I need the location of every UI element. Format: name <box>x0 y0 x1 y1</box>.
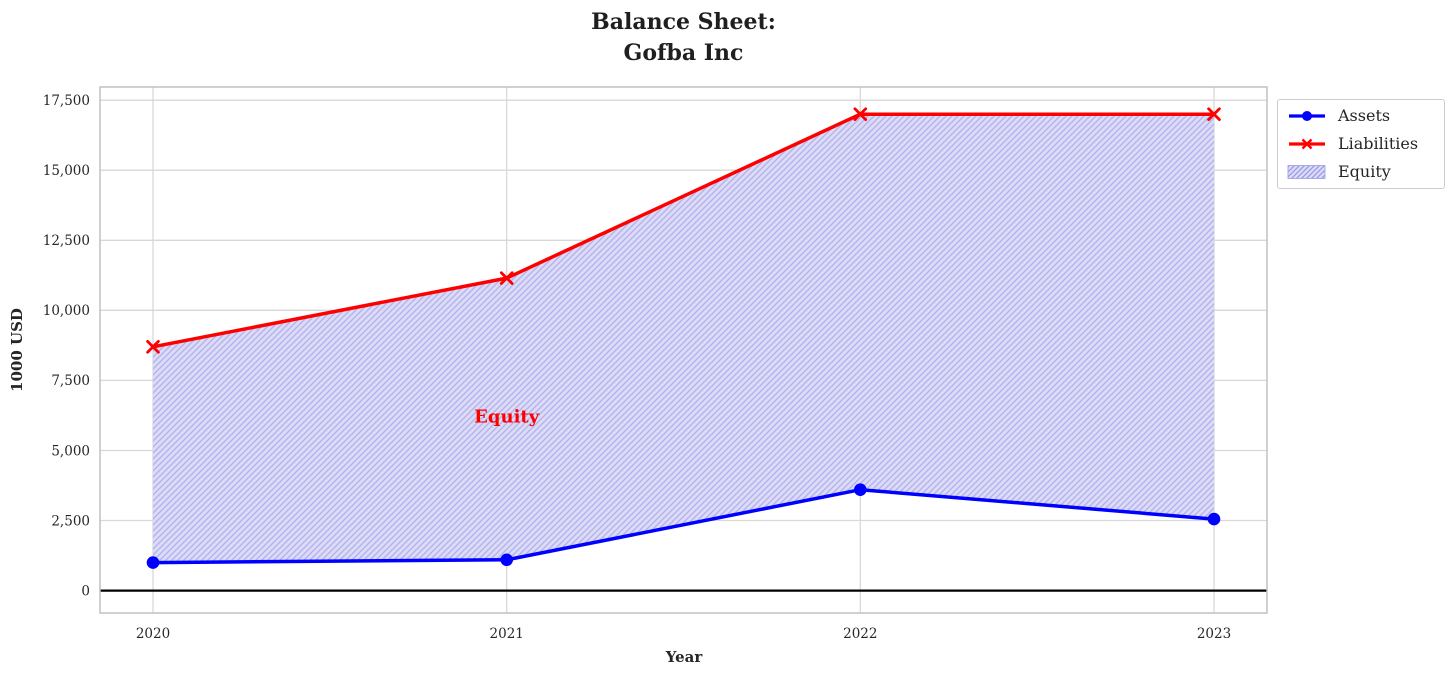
chart-title-line2: Gofba Inc <box>623 40 744 66</box>
liabilities-marker <box>1207 107 1221 121</box>
y-tick-label: 5,000 <box>51 443 90 459</box>
x-tick-label: 2023 <box>1197 626 1231 642</box>
x-axis-label: Year <box>665 648 703 666</box>
chart-title-line1: Balance Sheet: <box>591 9 776 35</box>
legend-item-equity: Equity <box>1287 163 1435 181</box>
y-tick-label: 0 <box>81 583 90 599</box>
assets-marker <box>146 556 160 569</box>
liabilities-marker <box>146 340 160 354</box>
legend-label-equity: Equity <box>1338 162 1391 181</box>
y-tick-label: 12,500 <box>43 233 90 249</box>
assets-marker <box>1207 512 1221 526</box>
chart-title: Balance Sheet: Gofba Inc <box>100 7 1267 69</box>
y-tick-label: 2,500 <box>51 513 90 529</box>
y-tick-label: 15,000 <box>43 163 90 179</box>
x-tick-label: 2021 <box>490 626 524 642</box>
assets-marker <box>854 483 867 497</box>
legend-swatch-line-circle-icon <box>1289 111 1325 121</box>
y-tick-label: 10,000 <box>43 303 90 319</box>
y-axis-label: 1000 USD <box>8 308 26 392</box>
legend-swatch-hatch-icon <box>1287 165 1326 179</box>
assets-line <box>151 487 1216 565</box>
equity-area <box>153 114 1214 563</box>
liabilities-line <box>151 112 1216 349</box>
legend-label-assets: Assets <box>1338 106 1391 125</box>
legend-item-liabilities: Liabilities <box>1287 135 1435 153</box>
x-tick-label: 2022 <box>843 626 877 642</box>
y-tick-label: 7,500 <box>51 373 90 389</box>
liabilities-marker <box>853 107 868 121</box>
legend: Assets Liabilities Equity <box>1277 99 1445 189</box>
plot-border <box>99 86 1268 614</box>
legend-item-assets: Assets <box>1287 107 1435 125</box>
assets-marker <box>500 553 513 567</box>
x-tick-label: 2020 <box>136 626 170 642</box>
liabilities-marker <box>499 271 514 285</box>
equity-annotation: Equity <box>474 406 540 428</box>
legend-swatch-line-x-icon <box>1289 138 1325 150</box>
y-tick-label: 17,500 <box>43 93 90 109</box>
legend-label-liabilities: Liabilities <box>1338 134 1419 153</box>
